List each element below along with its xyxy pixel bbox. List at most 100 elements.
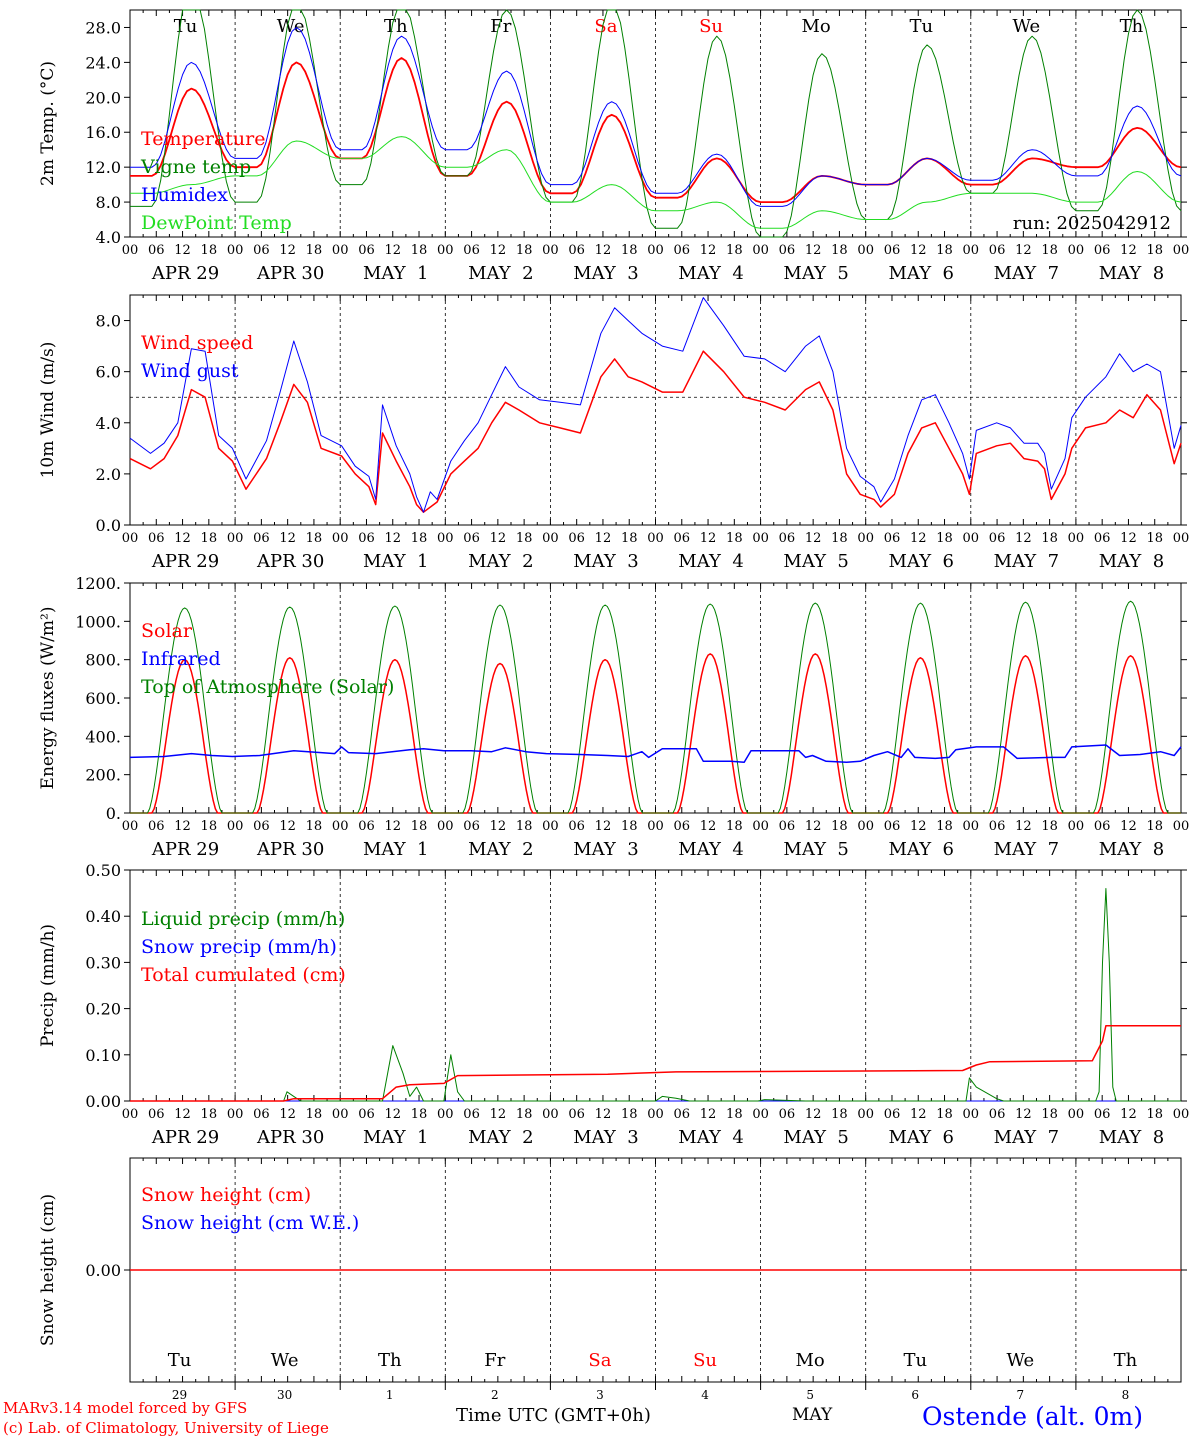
y-tick-label: 0.20 bbox=[85, 1000, 121, 1019]
hour-tick-label: 12 bbox=[910, 531, 927, 546]
hour-tick-label: 18 bbox=[831, 1107, 848, 1122]
hour-tick-label: 00 bbox=[437, 1107, 454, 1122]
y-tick-label: 8.0 bbox=[96, 193, 121, 212]
hour-tick-label: 00 bbox=[857, 531, 874, 546]
hour-tick-label: 12 bbox=[490, 819, 507, 834]
date-label: MAY 4 bbox=[678, 551, 743, 572]
hour-tick-label: 00 bbox=[857, 243, 874, 258]
hour-tick-label: 00 bbox=[647, 531, 664, 546]
date-label: APR 29 bbox=[151, 551, 219, 572]
hour-tick-label: 18 bbox=[516, 1107, 533, 1122]
hour-tick-label: 18 bbox=[726, 531, 743, 546]
hour-tick-label: 06 bbox=[568, 243, 585, 258]
date-label: MAY 5 bbox=[783, 551, 848, 572]
hour-tick-label: 00 bbox=[227, 1107, 244, 1122]
hour-tick-label: 00 bbox=[857, 1107, 874, 1122]
day-abbr-label: Th bbox=[384, 16, 408, 37]
model-credit: MARv3.14 model forced by GFS (c) Lab. of… bbox=[3, 1398, 329, 1438]
day-abbr-label: Sa bbox=[594, 16, 617, 37]
y-tick-label: 8.0 bbox=[96, 312, 121, 331]
hour-tick-label: 18 bbox=[201, 1107, 218, 1122]
day-abbr-label: Tu bbox=[903, 1350, 927, 1371]
hour-tick-label: 00 bbox=[332, 1107, 349, 1122]
hour-tick-label: 06 bbox=[358, 531, 375, 546]
hour-tick-label: 12 bbox=[279, 531, 296, 546]
hour-tick-label: 12 bbox=[1120, 243, 1137, 258]
date-label: APR 29 bbox=[151, 263, 219, 284]
hour-tick-label: 06 bbox=[148, 243, 165, 258]
hour-tick-label: 12 bbox=[490, 531, 507, 546]
hour-tick-label: 18 bbox=[1146, 243, 1163, 258]
hour-tick-label: 12 bbox=[174, 1107, 191, 1122]
chart-panel-1: 4.0 8.0 12.0 16.0 20.0 24.0 28.0 2m Temp. (°C) 0… bbox=[38, 9, 1189, 284]
date-label: MAY 6 bbox=[889, 551, 954, 572]
date-label: MAY 2 bbox=[468, 839, 533, 860]
day-abbr-label: Th bbox=[1120, 16, 1144, 37]
series-line-temperature bbox=[130, 57, 1182, 203]
y-tick-label: 1200. bbox=[75, 574, 121, 593]
day-number-label: 7 bbox=[1017, 1388, 1025, 1402]
date-label: MAY 3 bbox=[573, 551, 638, 572]
date-label: MAY 1 bbox=[363, 1127, 428, 1148]
date-label: MAY 6 bbox=[889, 1127, 954, 1148]
hour-tick-label: 06 bbox=[253, 531, 270, 546]
date-label: MAY 7 bbox=[994, 263, 1059, 284]
hour-tick-label: 12 bbox=[279, 819, 296, 834]
y-tick-label: 28.0 bbox=[85, 18, 121, 37]
legend-entry: Temperature bbox=[141, 128, 265, 150]
day-abbr-label: Tu bbox=[168, 1350, 192, 1371]
time-axis-label: Time UTC (GMT+0h) bbox=[456, 1405, 651, 1426]
hour-tick-label: 12 bbox=[279, 243, 296, 258]
date-label: MAY 5 bbox=[783, 839, 848, 860]
hour-tick-label: 12 bbox=[805, 819, 822, 834]
day-number-label: 1 bbox=[386, 1388, 394, 1402]
hour-tick-label: 06 bbox=[779, 1107, 796, 1122]
y-axis-title: Precip (mm/h) bbox=[38, 924, 58, 1047]
chart-panel-3: 0. 200. 400. 600. 800. 1000. 1200. Energy fluxe… bbox=[38, 574, 1189, 860]
hour-tick-label: 00 bbox=[963, 1107, 980, 1122]
hour-tick-label: 18 bbox=[306, 531, 323, 546]
day-abbr-label: We bbox=[277, 16, 305, 37]
hour-tick-label: 18 bbox=[201, 531, 218, 546]
hour-tick-label: 00 bbox=[437, 531, 454, 546]
hour-tick-label: 12 bbox=[1120, 819, 1137, 834]
y-axis-title: Energy fluxes (W/m²) bbox=[38, 607, 58, 790]
day-abbr-label: Th bbox=[378, 1350, 402, 1371]
date-label: MAY 7 bbox=[994, 1127, 1059, 1148]
date-label: MAY 4 bbox=[678, 263, 743, 284]
hour-tick-label: 18 bbox=[831, 819, 848, 834]
series-line-vigne-temp bbox=[130, 9, 1182, 238]
y-tick-label: 0.40 bbox=[85, 907, 121, 926]
hour-tick-label: 00 bbox=[122, 531, 139, 546]
station-title: Ostende (alt. 0m) bbox=[922, 1402, 1143, 1431]
date-label: MAY 2 bbox=[468, 263, 533, 284]
hour-tick-label: 18 bbox=[726, 1107, 743, 1122]
hour-tick-label: 06 bbox=[674, 243, 691, 258]
y-tick-label: 1000. bbox=[75, 612, 121, 631]
hour-tick-label: 06 bbox=[148, 819, 165, 834]
y-axis-title: 2m Temp. (°C) bbox=[38, 61, 58, 186]
hour-tick-label: 18 bbox=[411, 819, 428, 834]
hour-tick-label: 06 bbox=[989, 243, 1006, 258]
y-tick-label: 0.00 bbox=[85, 1092, 121, 1111]
hour-tick-label: 12 bbox=[384, 531, 401, 546]
hour-tick-label: 12 bbox=[490, 243, 507, 258]
hour-tick-label: 18 bbox=[621, 243, 638, 258]
y-tick-label: 0.50 bbox=[85, 861, 121, 880]
hour-tick-label: 06 bbox=[779, 531, 796, 546]
legend-entry: Solar bbox=[141, 620, 193, 642]
day-abbr-label: Mo bbox=[802, 16, 831, 37]
y-tick-label: 4.0 bbox=[96, 414, 121, 433]
hour-tick-label: 18 bbox=[411, 531, 428, 546]
hour-tick-label: 12 bbox=[1120, 531, 1137, 546]
day-abbr-label: Th bbox=[1114, 1350, 1138, 1371]
legend-entry: Liquid precip (mm/h) bbox=[141, 908, 345, 930]
y-tick-label: 6.0 bbox=[96, 363, 121, 382]
hour-tick-label: 00 bbox=[542, 531, 559, 546]
y-tick-label: 12.0 bbox=[85, 158, 121, 177]
hour-tick-label: 06 bbox=[674, 819, 691, 834]
hour-tick-label: 06 bbox=[148, 531, 165, 546]
run-annotation: run: 2025042912 bbox=[1013, 213, 1171, 234]
hour-tick-label: 06 bbox=[884, 243, 901, 258]
day-number-label: 4 bbox=[701, 1388, 709, 1402]
